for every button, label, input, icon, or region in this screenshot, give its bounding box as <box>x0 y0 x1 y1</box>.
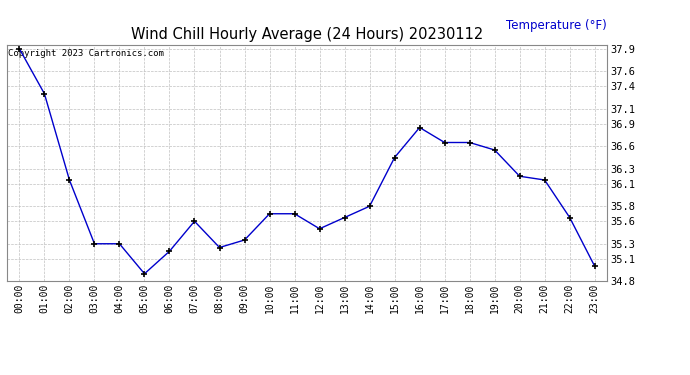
Title: Wind Chill Hourly Average (24 Hours) 20230112: Wind Chill Hourly Average (24 Hours) 202… <box>131 27 483 42</box>
Text: Copyright 2023 Cartronics.com: Copyright 2023 Cartronics.com <box>8 48 164 57</box>
Text: Temperature (°F): Temperature (°F) <box>506 19 607 32</box>
